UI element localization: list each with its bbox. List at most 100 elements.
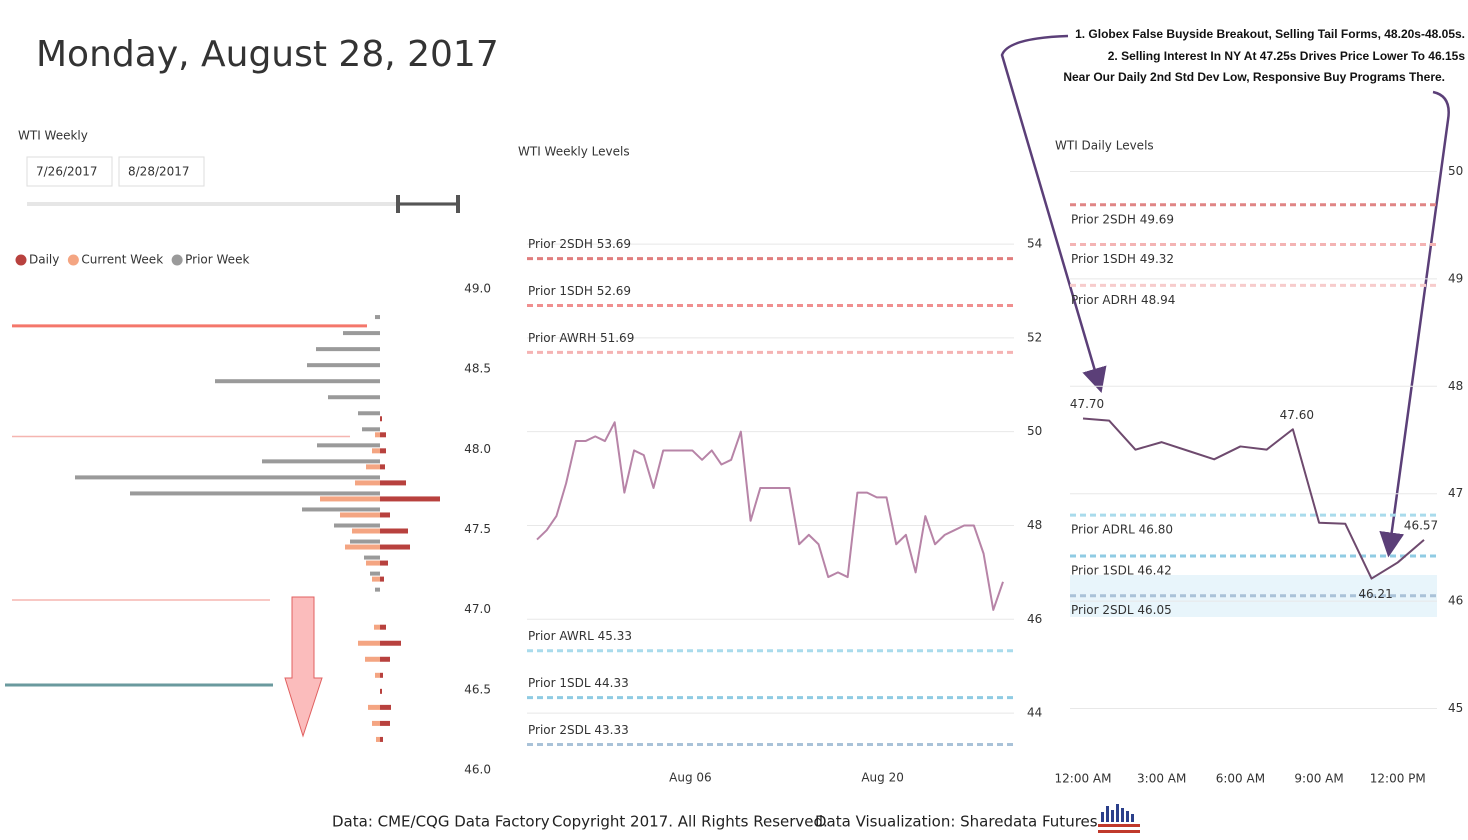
reference-label: Prior 2SDH 53.69 [528,237,631,251]
reference-label: Prior ADRH 48.94 [1071,293,1175,307]
profile-bar [262,459,380,464]
profile-bar [375,315,380,320]
legend-marker [15,254,27,266]
profile-bar [302,507,380,512]
reference-label: Prior 1SDH 49.32 [1071,252,1174,266]
y-tick-label: 46.0 [464,763,491,777]
y-tick-label: 45 [1448,701,1463,715]
profile-bar [380,736,383,742]
reference-label: Prior ADRL 46.80 [1071,523,1173,537]
profile-bar [380,640,401,646]
y-tick-label: 46 [1448,594,1463,608]
profile-bar [317,443,380,448]
legend-marker [171,254,183,266]
slicer-end[interactable]: 8/28/2017 [128,165,190,179]
x-tick-label: 12:00 PM [1370,772,1426,786]
x-tick-label: 9:00 AM [1294,772,1343,786]
profile-bar [307,363,380,368]
profile-bar [362,427,380,432]
down-arrow [284,596,323,738]
data-label: 46.21 [1358,587,1392,601]
data-label: 46.57 [1404,518,1438,532]
profile-bar [320,496,380,502]
reference-label: Prior 2SDH 49.69 [1071,212,1174,226]
profile-bar [368,704,380,710]
profile-bar [340,512,380,518]
profile-bar [380,688,382,694]
x-tick-label: Aug 06 [669,771,712,785]
y-tick-label: 47.5 [464,522,491,536]
profile-bar [375,587,380,592]
profile-bar [370,571,380,576]
reference-label: Prior 1SDL 46.42 [1071,564,1172,578]
profile-bar [374,624,380,630]
profile-bar [334,523,380,528]
data-label: 47.70 [1070,397,1104,411]
y-tick-label: 50 [1027,424,1042,438]
annotation: 1. Globex False Buyside Breakout, Sellin… [1075,27,1465,41]
profile-bar [328,395,380,400]
profile-bar [364,555,380,560]
profile-bar [380,656,390,662]
profile-bar [380,496,440,502]
y-tick-label: 49 [1448,271,1463,285]
profile-bar [316,347,380,352]
profile-bar [380,432,386,438]
chart-title: WTI Daily Levels [1055,139,1154,153]
annotation: Near Our Daily 2nd Std Dev Low, Responsi… [1063,70,1445,84]
annotation-arrow [1379,90,1450,558]
profile-bar [75,475,380,480]
y-tick-label: 47 [1448,486,1463,500]
y-tick-label: 46.5 [464,682,491,696]
profile-bar [372,720,380,726]
date-box[interactable] [26,156,113,187]
footer-text: Data Visualization: Sharedata Futures [815,813,1098,831]
profile-bar [215,379,380,384]
profile-bar [380,624,386,630]
profile-bar [380,416,382,422]
profile-bar [372,448,380,454]
legend-label: Daily [29,253,59,267]
profile-bar [380,464,385,470]
y-tick-label: 47.0 [464,602,491,616]
price-line [1082,417,1425,580]
profile-bar [380,512,390,518]
profile-bar [350,539,380,544]
footer-text: Data: CME/CQG Data Factory [332,813,550,831]
y-tick-label: 48.5 [464,362,491,376]
y-tick-label: 48.0 [464,442,491,456]
y-tick-label: 52 [1027,330,1042,344]
profile-bar [376,736,380,742]
y-tick-label: 44 [1027,706,1042,720]
slicer-title: WTI Weekly [18,129,88,143]
legend-label: Current Week [81,253,163,267]
reference-label: Prior 1SDL 44.33 [528,676,629,690]
profile-bar [372,576,380,582]
profile-bar [130,491,380,496]
y-tick-label: 49.0 [464,282,491,296]
logo [1098,804,1140,833]
y-tick-label: 48 [1448,379,1463,393]
reference-label: Prior 2SDL 43.33 [528,723,629,737]
profile-bar [352,528,380,534]
x-tick-label: 6:00 AM [1216,772,1265,786]
reference-label: Prior 1SDH 52.69 [528,284,631,298]
y-tick-label: 50 [1448,164,1463,178]
date-box[interactable] [118,156,205,187]
data-label: 47.60 [1280,408,1314,422]
slicer-start[interactable]: 7/26/2017 [36,165,98,179]
y-tick-label: 48 [1027,518,1042,532]
profile-bar [343,331,380,336]
annotation: 2. Selling Interest In NY At 47.25s Driv… [1108,49,1466,63]
x-tick-label: Aug 20 [861,771,904,785]
chart-title: WTI Weekly Levels [518,145,630,159]
profile-bar [355,480,380,486]
profile-bar [380,720,390,726]
reference-label: Prior AWRL 45.33 [528,629,632,643]
y-tick-label: 46 [1027,612,1042,626]
x-tick-label: 12:00 AM [1055,772,1112,786]
profile-bar [365,656,380,662]
footer-text: Copyright 2017. All Rights Reserved. [552,813,828,831]
profile-bar [380,480,406,486]
